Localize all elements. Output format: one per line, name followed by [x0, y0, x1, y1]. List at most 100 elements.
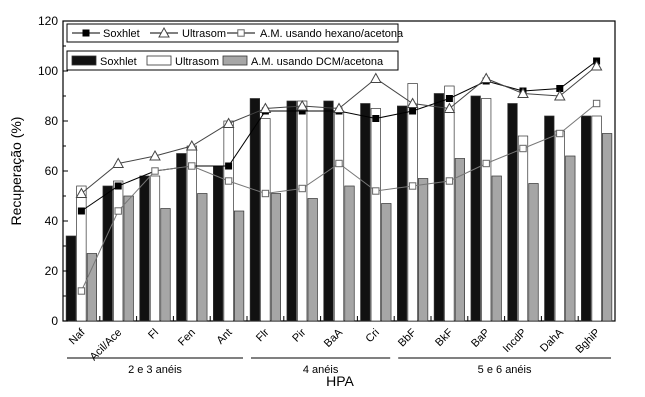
bar-a-m-usando-dcm-acetona-3 [197, 193, 208, 322]
bar-a-m-usando-dcm-acetona-1 [123, 195, 134, 322]
x-axis-label: HPA [326, 373, 354, 389]
point-open-triangle-0 [75, 187, 88, 198]
point-open-triangle-5 [259, 102, 272, 113]
point-open-triangle-3 [185, 139, 198, 151]
bar-a-m-usando-dcm-acetona-9 [418, 178, 429, 322]
point-open-triangle-6 [296, 99, 309, 111]
x-tick-label: Cri [363, 327, 381, 345]
x-tick-label: BaA [322, 326, 346, 350]
point-open-triangle-2 [149, 149, 161, 161]
x-tick-label: Flr [254, 326, 272, 344]
bar-ultrasom-9 [407, 83, 418, 322]
bar-a-m-usando-dcm-acetona-0 [86, 253, 98, 322]
bar-a-m-usando-dcm-acetona-8 [381, 203, 392, 322]
bars [65, 83, 613, 322]
bar-a-m-usando-dcm-acetona-13 [565, 155, 576, 322]
y-axis-label: Recuperação (%) [8, 117, 24, 226]
point-filled-square-10 [445, 95, 453, 102]
point-open-triangle-8 [369, 72, 382, 83]
point-open-triangle-10 [443, 102, 456, 113]
bar-ultrasom-0 [76, 185, 87, 322]
x-tick-label: BghiP [573, 327, 602, 356]
bar-ultrasom-13 [554, 130, 565, 322]
point-open-square-13 [556, 129, 564, 138]
point-open-square-7 [335, 159, 343, 168]
bar-soxhlet-11 [470, 95, 481, 322]
bar-ultrasom-3 [186, 145, 197, 322]
bar-soxhlet-12 [507, 103, 518, 322]
x-tick-label: BkF [433, 326, 456, 349]
y-tick-label: 120 [38, 14, 58, 28]
y-tick-label: 40 [45, 214, 59, 228]
legend-label: A.M. usando DCM/acetona [251, 56, 384, 68]
bar-soxhlet-4 [213, 165, 224, 322]
legend-label: Soxhlet [100, 56, 137, 68]
bar-soxhlet-5 [249, 98, 260, 322]
y-tick-label: 20 [45, 264, 59, 278]
x-tick-label: DahA [538, 326, 566, 354]
x-tick-label: BaP [469, 327, 492, 350]
x-axis: Naf Acil/Ace Fl Fen Ant Flr Pir BaA Cri BbF BkF BaP… [62, 316, 616, 363]
legend-swatch-0 [71, 55, 97, 66]
point-filled-square-4 [225, 162, 233, 170]
y-tick-label: 60 [45, 164, 59, 178]
bar-soxhlet-7 [323, 100, 334, 322]
bar-soxhlet-10 [433, 93, 444, 322]
bar-ultrasom-1 [113, 180, 124, 322]
bar-soxhlet-0 [65, 235, 77, 322]
bar-soxhlet-8 [360, 103, 371, 322]
point-open-square-10 [445, 177, 454, 185]
point-open-triangle-4 [222, 117, 235, 128]
point-open-square-14 [592, 99, 601, 108]
point-open-square-9 [408, 182, 417, 190]
bar-a-m-usando-dcm-acetona-7 [344, 185, 355, 322]
legend-marker-filled-square [82, 29, 90, 37]
point-open-triangle-14 [590, 59, 603, 71]
bar-soxhlet-9 [397, 105, 408, 322]
point-open-square-11 [482, 159, 490, 168]
x-tick-label: BbF [396, 326, 419, 349]
bar-ultrasom-12 [517, 135, 529, 322]
point-open-triangle-1 [112, 157, 125, 168]
legend-lines: Soxhlet Ultrasom A.M. usando hexano/aceton… [66, 23, 404, 43]
point-open-square-4 [224, 177, 233, 185]
bar-soxhlet-6 [286, 100, 297, 322]
bar-ultrasom-10 [444, 85, 455, 322]
bar-ultrasom-8 [370, 108, 381, 322]
bar-soxhlet-3 [176, 153, 187, 322]
bar-ultrasom-4 [223, 120, 234, 322]
group-label: 2 e 3 anéis [128, 364, 182, 376]
x-tick-label: Fl [146, 327, 161, 342]
point-open-square-6 [298, 184, 306, 193]
x-tick-label: Fen [176, 327, 198, 349]
bar-ultrasom-14 [591, 115, 602, 322]
legend-label: Soxhlet [103, 28, 140, 40]
bar-soxhlet-14 [580, 115, 592, 322]
bar-a-m-usando-dcm-acetona-6 [307, 198, 318, 322]
legend-marker-open-triangle [158, 26, 170, 38]
point-filled-square-8 [372, 115, 380, 122]
point-open-square-12 [519, 144, 527, 153]
group-label: 5 e 6 anéis [478, 364, 532, 376]
point-open-triangle-9 [406, 97, 419, 108]
y-tick-label: 100 [38, 64, 58, 78]
bar-a-m-usando-dcm-acetona-14 [601, 133, 613, 322]
x-tick-label: Pir [290, 326, 308, 344]
point-open-triangle-7 [333, 102, 345, 113]
x-tick-label: IncdP [501, 327, 529, 355]
x-tick-label: Ant [215, 327, 235, 347]
bar-soxhlet-13 [544, 115, 555, 322]
y-tick-label: 0 [51, 314, 58, 328]
legend-swatch-1 [146, 55, 172, 66]
bar-a-m-usando-dcm-acetona-4 [234, 210, 245, 322]
point-open-square-5 [261, 189, 270, 198]
point-open-square-3 [188, 162, 196, 170]
bar-ultrasom-11 [481, 98, 492, 322]
legend-label: A.M. usando hexano/acetona [260, 28, 404, 40]
group-label: 4 anéis [303, 364, 339, 376]
lines [75, 57, 603, 295]
y-tick-label: 80 [45, 114, 59, 128]
point-filled-square-0 [77, 207, 85, 215]
bar-a-m-usando-dcm-acetona-11 [491, 175, 502, 322]
